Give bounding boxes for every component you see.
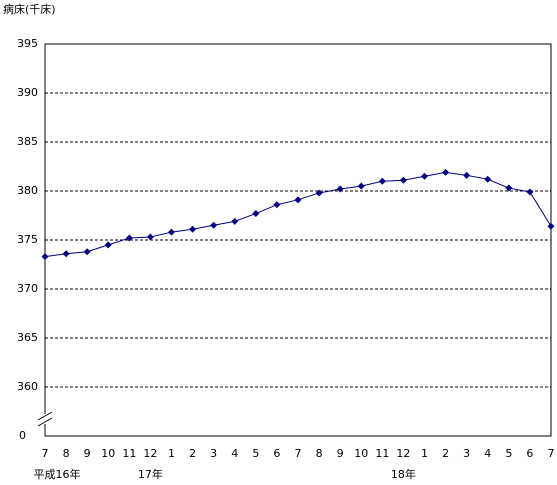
year-label: 17年 bbox=[138, 467, 163, 481]
year-label: 平成16年 bbox=[34, 467, 81, 481]
marker bbox=[252, 210, 260, 218]
y-tick-label: 390 bbox=[17, 86, 38, 99]
x-tick-label: 3 bbox=[210, 447, 217, 460]
x-tick-label: 1 bbox=[168, 447, 175, 460]
x-tick-label: 2 bbox=[189, 447, 196, 460]
marker bbox=[315, 189, 323, 197]
marker bbox=[41, 253, 49, 261]
marker bbox=[526, 188, 534, 196]
plot-frame bbox=[44, 43, 552, 437]
y-tick-label: 380 bbox=[17, 184, 38, 197]
marker bbox=[442, 168, 450, 176]
x-tick-label: 10 bbox=[101, 447, 115, 460]
y-tick-label: 370 bbox=[17, 282, 38, 295]
marker bbox=[210, 221, 218, 229]
marker bbox=[484, 175, 492, 183]
x-tick-label: 11 bbox=[375, 447, 389, 460]
x-tick-label: 6 bbox=[526, 447, 533, 460]
x-tick-label: 5 bbox=[252, 447, 259, 460]
x-tick-label: 2 bbox=[442, 447, 449, 460]
line bbox=[44, 171, 552, 258]
x-tick-label: 7 bbox=[295, 447, 302, 460]
x-tick-label: 4 bbox=[231, 447, 238, 460]
x-tick-label: 7 bbox=[42, 447, 49, 460]
x-tick-label: 12 bbox=[396, 447, 410, 460]
y-tick-label: 375 bbox=[17, 233, 38, 246]
axis-break bbox=[37, 411, 53, 421]
marker bbox=[189, 225, 197, 233]
y-origin-label: 0 bbox=[19, 429, 26, 442]
marker bbox=[104, 241, 112, 249]
marker bbox=[231, 217, 239, 225]
x-tick-label: 7 bbox=[548, 447, 555, 460]
x-tick-label: 8 bbox=[63, 447, 70, 460]
marker bbox=[125, 234, 133, 242]
x-tick-label: 6 bbox=[273, 447, 280, 460]
y-tick-label: 365 bbox=[17, 331, 38, 344]
x-tick-label: 12 bbox=[143, 447, 157, 460]
marker bbox=[505, 184, 513, 192]
y-tick-label: 360 bbox=[17, 380, 38, 393]
x-tick-label: 1 bbox=[421, 447, 428, 460]
marker bbox=[146, 233, 154, 241]
y-tick-label: 395 bbox=[17, 37, 38, 50]
x-tick-label: 10 bbox=[354, 447, 368, 460]
year-label: 18年 bbox=[391, 467, 416, 481]
x-tick-label: 11 bbox=[122, 447, 136, 460]
marker bbox=[62, 250, 70, 258]
marker bbox=[357, 182, 365, 190]
axis-break-gap bbox=[40, 414, 50, 424]
y-axis-label: 病床(千床) bbox=[3, 2, 56, 16]
marker bbox=[336, 185, 344, 193]
x-tick-label: 8 bbox=[316, 447, 323, 460]
x-tick-label: 5 bbox=[505, 447, 512, 460]
x-tick-label: 9 bbox=[337, 447, 344, 460]
marker bbox=[399, 176, 407, 184]
x-tick-label: 4 bbox=[484, 447, 491, 460]
marker bbox=[378, 177, 386, 185]
marker bbox=[83, 248, 91, 256]
marker bbox=[463, 171, 471, 179]
marker bbox=[273, 201, 281, 209]
marker bbox=[294, 196, 302, 204]
marker bbox=[547, 222, 555, 230]
marker bbox=[168, 228, 175, 236]
axis-break bbox=[37, 417, 53, 427]
x-tick-label: 3 bbox=[463, 447, 470, 460]
x-tick-label: 9 bbox=[84, 447, 91, 460]
y-tick-label: 385 bbox=[17, 135, 38, 148]
marker bbox=[421, 172, 428, 180]
